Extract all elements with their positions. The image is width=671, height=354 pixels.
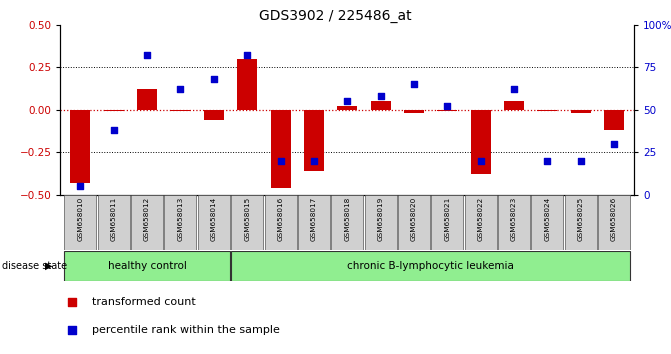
Bar [137, 89, 157, 110]
Text: GDS3902 / 225486_at: GDS3902 / 225486_at [259, 9, 412, 23]
Text: GSM658016: GSM658016 [278, 197, 284, 241]
Text: transformed count: transformed count [92, 297, 196, 308]
Text: GSM658018: GSM658018 [344, 197, 350, 241]
Text: healthy control: healthy control [107, 261, 187, 271]
Point [475, 158, 486, 164]
Bar [170, 110, 191, 112]
Point [309, 158, 319, 164]
Point [375, 93, 386, 99]
Bar [598, 195, 630, 250]
Bar [131, 195, 163, 250]
Text: GSM658020: GSM658020 [411, 197, 417, 241]
Bar [331, 195, 363, 250]
Point [142, 52, 152, 58]
Bar [298, 195, 330, 250]
Text: GSM658025: GSM658025 [578, 197, 584, 241]
Point [509, 86, 519, 92]
Bar [270, 110, 291, 188]
Bar [498, 195, 530, 250]
Point [275, 158, 286, 164]
Bar [98, 195, 130, 250]
Text: GSM658017: GSM658017 [311, 197, 317, 241]
Bar [204, 110, 224, 120]
Bar [404, 110, 424, 113]
Text: ▶: ▶ [45, 261, 52, 271]
Point [242, 52, 252, 58]
Bar [70, 110, 91, 183]
Point [209, 76, 219, 82]
Text: GSM658023: GSM658023 [511, 197, 517, 241]
Point [542, 158, 553, 164]
Bar [437, 110, 458, 112]
Text: GSM658012: GSM658012 [144, 197, 150, 241]
Point [409, 81, 419, 87]
Bar [231, 195, 263, 250]
Bar [338, 106, 357, 110]
Bar [604, 110, 624, 130]
Bar [504, 101, 524, 110]
Bar [364, 195, 397, 250]
Text: GSM658019: GSM658019 [378, 197, 384, 241]
Bar [237, 59, 257, 110]
Bar [571, 110, 590, 113]
Bar [531, 195, 564, 250]
Point [66, 299, 77, 305]
Bar [470, 110, 491, 174]
Text: chronic B-lymphocytic leukemia: chronic B-lymphocytic leukemia [347, 261, 514, 271]
Text: GSM658011: GSM658011 [111, 197, 117, 241]
Text: disease state: disease state [2, 261, 67, 271]
Bar [565, 195, 597, 250]
Text: GSM658024: GSM658024 [544, 197, 550, 241]
Bar [264, 195, 297, 250]
Bar [198, 195, 230, 250]
Bar [64, 195, 97, 250]
Text: GSM658010: GSM658010 [77, 197, 83, 241]
Point [342, 98, 353, 104]
Bar [64, 251, 230, 281]
Point [609, 141, 619, 147]
Text: GSM658014: GSM658014 [211, 197, 217, 241]
Bar [104, 110, 123, 112]
Text: GSM658013: GSM658013 [177, 197, 183, 241]
Bar [431, 195, 463, 250]
Bar [398, 195, 430, 250]
Text: percentile rank within the sample: percentile rank within the sample [92, 325, 280, 336]
Bar [231, 251, 630, 281]
Text: GSM658021: GSM658021 [444, 197, 450, 241]
Text: GSM658026: GSM658026 [611, 197, 617, 241]
Bar [164, 195, 197, 250]
Point [109, 127, 119, 133]
Bar [464, 195, 497, 250]
Point [175, 86, 186, 92]
Point [575, 158, 586, 164]
Point [75, 183, 86, 189]
Text: GSM658015: GSM658015 [244, 197, 250, 241]
Point [66, 328, 77, 333]
Bar [537, 110, 558, 112]
Point [442, 103, 453, 109]
Bar [370, 101, 391, 110]
Text: GSM658022: GSM658022 [478, 197, 484, 241]
Bar [304, 110, 324, 171]
